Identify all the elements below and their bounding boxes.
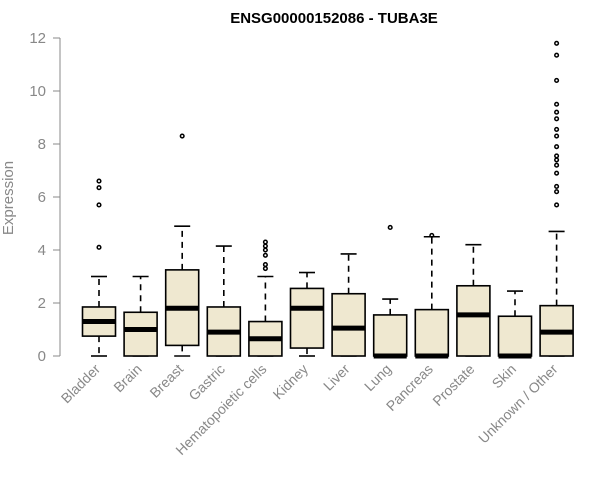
y-tick-label: 8: [38, 136, 46, 153]
chart-title: ENSG00000152086 - TUBA3E: [230, 10, 438, 27]
x-tick-label: Unknown / Other: [475, 361, 561, 447]
outlier-point: [554, 189, 560, 195]
iqr-box: [123, 311, 158, 357]
x-tick-label: Liver: [320, 361, 353, 394]
box-kidney: [289, 271, 325, 357]
y-tick-label: 10: [29, 83, 46, 100]
outlier-point: [554, 101, 560, 107]
outlier-point: [554, 116, 560, 122]
x-tick-label: Brain: [110, 361, 144, 395]
outlier-point: [554, 40, 560, 46]
box-unknown-other: [539, 40, 574, 357]
outlier-point: [429, 232, 435, 238]
outlier-point: [96, 185, 102, 191]
outlier-point: [554, 162, 560, 168]
outlier-point: [554, 144, 560, 150]
y-axis-label: Expression: [0, 161, 17, 235]
outlier-point: [554, 153, 560, 159]
outlier-point: [554, 170, 560, 176]
box-breast: [164, 133, 200, 357]
outlier-point: [262, 243, 268, 249]
y-axis: 0 2 4 6 8 10 12: [29, 30, 61, 365]
y-tick-label: 2: [38, 295, 46, 312]
box-skin: [497, 290, 533, 359]
outlier-point: [387, 224, 393, 231]
x-tick-label: Lung: [361, 361, 394, 394]
box-gastric: [206, 245, 242, 357]
outlier-point: [554, 52, 560, 58]
box-liver: [331, 253, 366, 357]
outlier-point: [262, 266, 268, 272]
x-tick-label: Kidney: [270, 361, 312, 403]
outlier-point: [554, 157, 560, 163]
outlier-point: [554, 183, 560, 189]
outlier-point: [179, 133, 185, 139]
outlier-point: [96, 244, 102, 250]
y-tick-label: 12: [29, 30, 46, 47]
outlier-point: [554, 126, 560, 132]
iqr-box: [414, 308, 450, 357]
box-pancreas: [414, 232, 450, 359]
y-tick-label: 0: [38, 348, 46, 365]
outlier-point: [554, 202, 560, 208]
box-brain: [123, 275, 158, 357]
box-prostate: [456, 243, 491, 357]
outlier-point: [262, 252, 268, 258]
outlier-point: [554, 133, 560, 139]
iqr-box: [331, 292, 366, 357]
iqr-box: [497, 315, 533, 357]
outlier-point: [554, 77, 560, 83]
y-tick-label: 4: [38, 242, 46, 259]
iqr-box: [456, 284, 491, 357]
outlier-point: [262, 239, 268, 245]
x-tick-label: Breast: [146, 361, 186, 401]
iqr-box: [289, 287, 325, 349]
box-hematopoietic-cells: [248, 239, 283, 357]
box-bladder: [81, 178, 117, 357]
x-tick-label: Skin: [489, 361, 520, 392]
outlier-point: [262, 262, 268, 268]
iqr-box: [372, 314, 408, 357]
y-tick-label: 6: [38, 189, 46, 206]
outlier-point: [96, 202, 102, 208]
outlier-point: [96, 178, 102, 184]
outlier-point: [554, 109, 560, 115]
outlier-point: [262, 247, 268, 253]
x-tick-label: Bladder: [58, 361, 104, 407]
boxes-group: [81, 40, 574, 359]
box-lung: [372, 224, 408, 359]
x-tick-label: Prostate: [429, 361, 477, 409]
